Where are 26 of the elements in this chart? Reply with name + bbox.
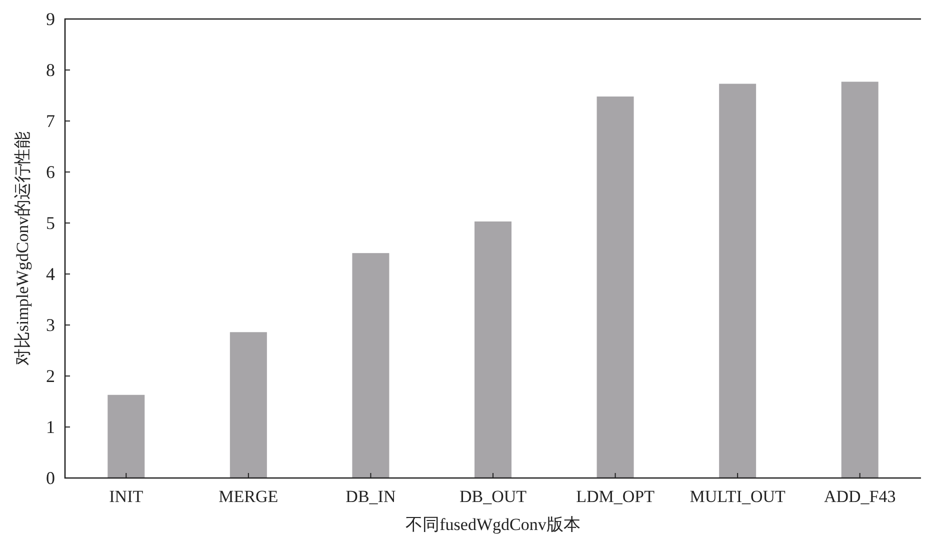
x-tick-label: MERGE xyxy=(218,487,278,506)
y-tick-label: 7 xyxy=(46,111,55,131)
y-tick-label: 8 xyxy=(46,60,55,80)
y-tick-label: 2 xyxy=(46,366,55,386)
y-tick-label: 6 xyxy=(46,162,55,182)
y-tick-label: 4 xyxy=(46,264,55,284)
y-tick-label: 5 xyxy=(46,213,55,233)
x-tick-label: MULTI_OUT xyxy=(690,487,786,506)
x-tick-label: DB_IN xyxy=(346,487,396,506)
bar xyxy=(474,221,512,478)
bar xyxy=(230,332,267,478)
bar xyxy=(108,394,145,478)
y-tick-label: 9 xyxy=(46,9,55,29)
y-tick-label: 1 xyxy=(46,417,55,437)
y-axis-title: 对比simpleWgdConv的运行性能 xyxy=(13,131,32,366)
y-tick-label: 3 xyxy=(46,315,55,335)
bar xyxy=(719,84,756,478)
bar xyxy=(596,96,634,478)
x-tick-label: LDM_OPT xyxy=(576,487,656,506)
bar xyxy=(352,253,390,478)
y-tick-label: 0 xyxy=(46,468,55,488)
x-tick-label: DB_OUT xyxy=(459,487,528,506)
x-axis-title: 不同fusedWgdConv版本 xyxy=(406,515,580,534)
x-tick-label: ADD_F43 xyxy=(824,487,896,506)
bar xyxy=(841,82,878,478)
x-tick-label: INIT xyxy=(109,487,144,506)
